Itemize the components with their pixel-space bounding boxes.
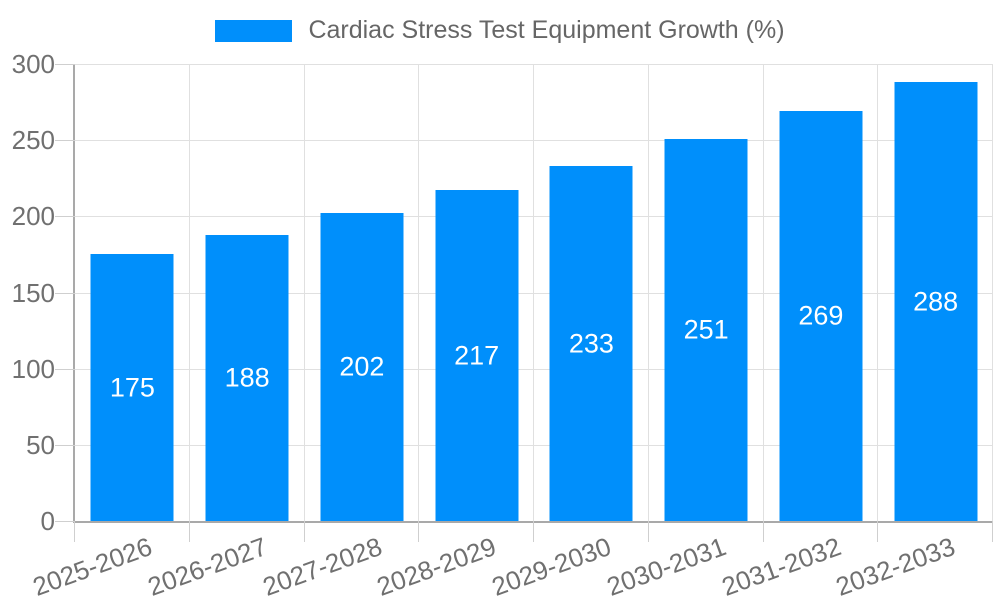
x-axis-tick [647, 521, 649, 542]
y-gridline [75, 64, 993, 65]
x-tick-label: 2026-2027 [143, 531, 271, 600]
x-tick-label: 2025-2026 [28, 531, 156, 600]
bar[interactable]: 233 [549, 166, 633, 521]
bar-value-label: 175 [109, 372, 155, 403]
x-gridline [188, 64, 190, 521]
y-axis-tick [55, 64, 75, 65]
x-tick-label: 2032-2033 [832, 531, 960, 600]
x-tick-label: 2029-2030 [487, 531, 615, 600]
category-slot: 233 2029-2030 [488, 64, 649, 600]
x-tick-label: 2030-2031 [602, 531, 730, 600]
bar[interactable]: 251 [664, 138, 748, 521]
y-tick-label: 0 [40, 506, 55, 536]
bar[interactable]: 188 [205, 234, 289, 521]
x-tick-label: 2027-2028 [258, 531, 386, 600]
bar-value-label: 188 [224, 362, 270, 393]
y-tick-label: 150 [11, 277, 55, 308]
bar-value-label: 251 [683, 314, 729, 345]
y-tick-label: 250 [11, 125, 55, 156]
category-slot: 188 2026-2027 [144, 64, 305, 600]
y-axis-tick [55, 292, 75, 294]
bar-value-label: 269 [798, 300, 844, 331]
chart-legend: Cardiac Stress Test Equipment Growth (%) [0, 18, 1000, 43]
bar-value-label: 202 [339, 351, 385, 382]
y-tick-label: 100 [11, 353, 55, 384]
x-gridline [877, 64, 879, 521]
x-axis-tick [877, 521, 879, 542]
x-gridline [303, 64, 305, 521]
bar[interactable]: 175 [90, 254, 174, 521]
y-gridline [75, 444, 993, 446]
y-axis-tick [55, 368, 75, 370]
category-slot: 175 2025-2026 [29, 64, 190, 600]
category-slot: 269 2031-2032 [717, 64, 879, 600]
x-axis-tick [303, 521, 305, 542]
y-tick-label: 200 [11, 201, 55, 232]
y-axis-tick [55, 521, 75, 522]
category-slot: 202 2027-2028 [258, 64, 420, 600]
x-axis-tick [762, 521, 764, 542]
x-axis-tick [188, 521, 190, 542]
bar[interactable]: 202 [320, 213, 404, 521]
x-axis-tick [992, 521, 993, 542]
legend-label: Cardiac Stress Test Equipment Growth (%) [308, 16, 785, 44]
bar-value-label: 217 [454, 340, 500, 371]
x-tick-label: 2028-2029 [373, 531, 501, 600]
bar[interactable]: 217 [435, 190, 519, 521]
y-tick-label: 300 [11, 49, 55, 79]
x-gridline [647, 64, 649, 521]
x-gridline [762, 64, 764, 521]
legend-item[interactable]: Cardiac Stress Test Equipment Growth (%) [215, 16, 785, 44]
y-gridline [75, 292, 993, 294]
bar[interactable]: 269 [779, 111, 863, 521]
y-axis-tick [55, 216, 75, 218]
bars-layer: 175 2025-2026 188 2026-2027 202 2027-2028 217 2… [29, 64, 993, 600]
x-tick-label: 2031-2032 [717, 531, 845, 600]
x-gridline [418, 64, 420, 521]
legend-swatch [215, 19, 293, 42]
y-axis-tick [55, 444, 75, 446]
bar[interactable]: 288 [894, 82, 978, 521]
x-gridline [992, 64, 993, 521]
y-tick-label: 50 [26, 429, 55, 460]
category-slot: 217 2028-2029 [373, 64, 534, 600]
x-axis-tick [74, 521, 75, 542]
category-slot: 251 2030-2031 [603, 64, 764, 600]
category-slot: 288 2032-2033 [832, 64, 993, 600]
bar-value-label: 288 [913, 286, 959, 317]
y-gridline [75, 216, 993, 218]
bar-value-label: 233 [568, 328, 614, 359]
plot-area: 0 50 100 150 200 250 300 175 2025-2026 188 2026-2… [12, 51, 993, 600]
y-gridline [75, 140, 993, 142]
y-gridline [75, 368, 993, 370]
y-axis-tick [55, 140, 75, 142]
x-axis-tick [533, 521, 534, 542]
x-gridline [533, 64, 534, 521]
x-axis-tick [418, 521, 420, 542]
